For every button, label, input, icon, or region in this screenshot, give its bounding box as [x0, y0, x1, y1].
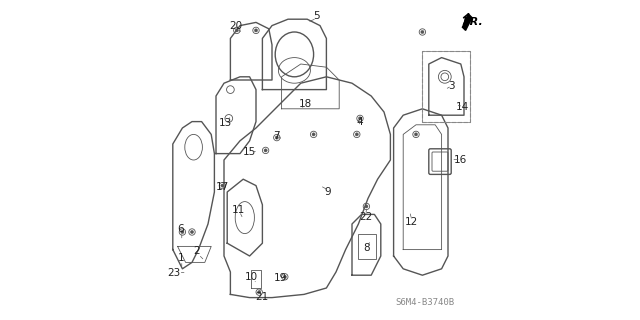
Circle shape [191, 230, 193, 234]
Circle shape [219, 182, 226, 189]
Circle shape [257, 291, 261, 294]
Text: 6: 6 [177, 224, 184, 234]
Circle shape [253, 27, 259, 34]
Circle shape [221, 184, 224, 187]
Text: 11: 11 [232, 204, 245, 215]
Text: 19: 19 [273, 273, 287, 284]
Circle shape [236, 29, 239, 32]
Circle shape [354, 131, 360, 138]
Text: 13: 13 [219, 118, 232, 128]
Text: 14: 14 [456, 102, 469, 112]
Text: 8: 8 [363, 243, 370, 253]
Text: 20: 20 [229, 20, 243, 31]
Circle shape [275, 136, 278, 139]
Circle shape [415, 133, 418, 136]
Circle shape [283, 275, 287, 278]
Polygon shape [462, 14, 472, 30]
Text: 18: 18 [299, 99, 312, 109]
Text: 1: 1 [177, 252, 184, 263]
Circle shape [262, 147, 269, 154]
Text: 3: 3 [448, 81, 454, 92]
Circle shape [274, 134, 280, 141]
Text: 22: 22 [359, 212, 372, 222]
Circle shape [365, 205, 368, 208]
Circle shape [179, 229, 186, 235]
Circle shape [364, 203, 370, 210]
Circle shape [256, 289, 262, 295]
Text: 7: 7 [273, 131, 280, 141]
Circle shape [355, 133, 358, 136]
Text: 15: 15 [243, 147, 256, 157]
Text: 9: 9 [324, 187, 332, 197]
Circle shape [312, 133, 316, 136]
Text: S6M4-B3740B: S6M4-B3740B [396, 298, 454, 307]
Text: 16: 16 [454, 155, 467, 165]
Text: FR.: FR. [462, 17, 483, 28]
Circle shape [357, 115, 364, 122]
Circle shape [421, 30, 424, 34]
Circle shape [419, 29, 426, 35]
Text: 2: 2 [193, 246, 200, 256]
Text: 5: 5 [314, 11, 320, 21]
Circle shape [282, 274, 288, 280]
Circle shape [189, 229, 195, 235]
Text: 4: 4 [356, 116, 364, 127]
Circle shape [264, 149, 268, 152]
Circle shape [234, 27, 240, 34]
Circle shape [413, 131, 419, 138]
Circle shape [358, 117, 362, 120]
Circle shape [255, 29, 258, 32]
Text: 21: 21 [255, 292, 268, 302]
Text: 17: 17 [216, 182, 229, 192]
Circle shape [310, 131, 317, 138]
Circle shape [181, 230, 184, 234]
Text: 10: 10 [244, 272, 258, 282]
Text: 12: 12 [404, 217, 418, 228]
Text: 23: 23 [167, 268, 180, 278]
